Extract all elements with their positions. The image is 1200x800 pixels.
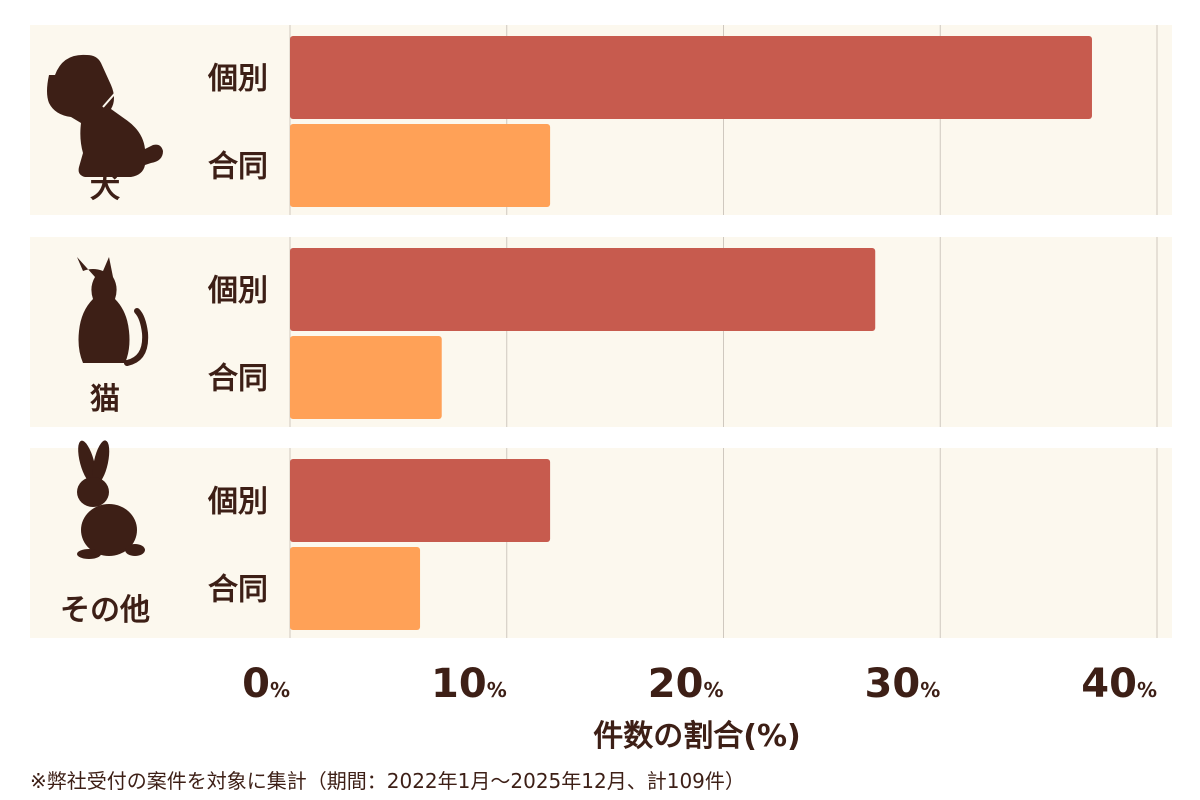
x-tick-label-3: 30% [865, 661, 941, 707]
bar-label-0-1: 合同 [208, 150, 268, 185]
rabbit-icon [77, 440, 145, 559]
group-panel-2 [30, 448, 1172, 638]
bar-1-1 [290, 336, 442, 419]
x-tick-label-4: 40% [1081, 661, 1157, 707]
group-label-2: その他 [60, 593, 150, 628]
bar-2-1 [290, 547, 421, 630]
bar-2-0 [290, 459, 551, 542]
bar-label-1-0: 個別 [207, 274, 268, 309]
group-label-1: 猫 [90, 382, 120, 417]
x-tick-label-0: 0% [242, 661, 290, 707]
x-axis-title: 件数の割合(%) [593, 719, 800, 754]
cat-icon [77, 257, 149, 366]
dog-icon [47, 54, 163, 178]
bar-1-0 [290, 248, 876, 331]
bar-0-0 [290, 36, 1092, 119]
bar-label-0-0: 個別 [207, 62, 268, 97]
x-tick-label-1: 10% [431, 661, 507, 707]
bar-0-1 [290, 124, 551, 207]
bar-label-2-0: 個別 [207, 485, 268, 520]
footnote: ※弊社受付の案件を対象に集計（期間：2022年1月～2025年12月、計109件… [30, 769, 745, 793]
bar-label-1-1: 合同 [208, 362, 268, 397]
x-tick-label-2: 20% [648, 661, 724, 707]
bar-label-2-1: 合同 [208, 573, 268, 608]
